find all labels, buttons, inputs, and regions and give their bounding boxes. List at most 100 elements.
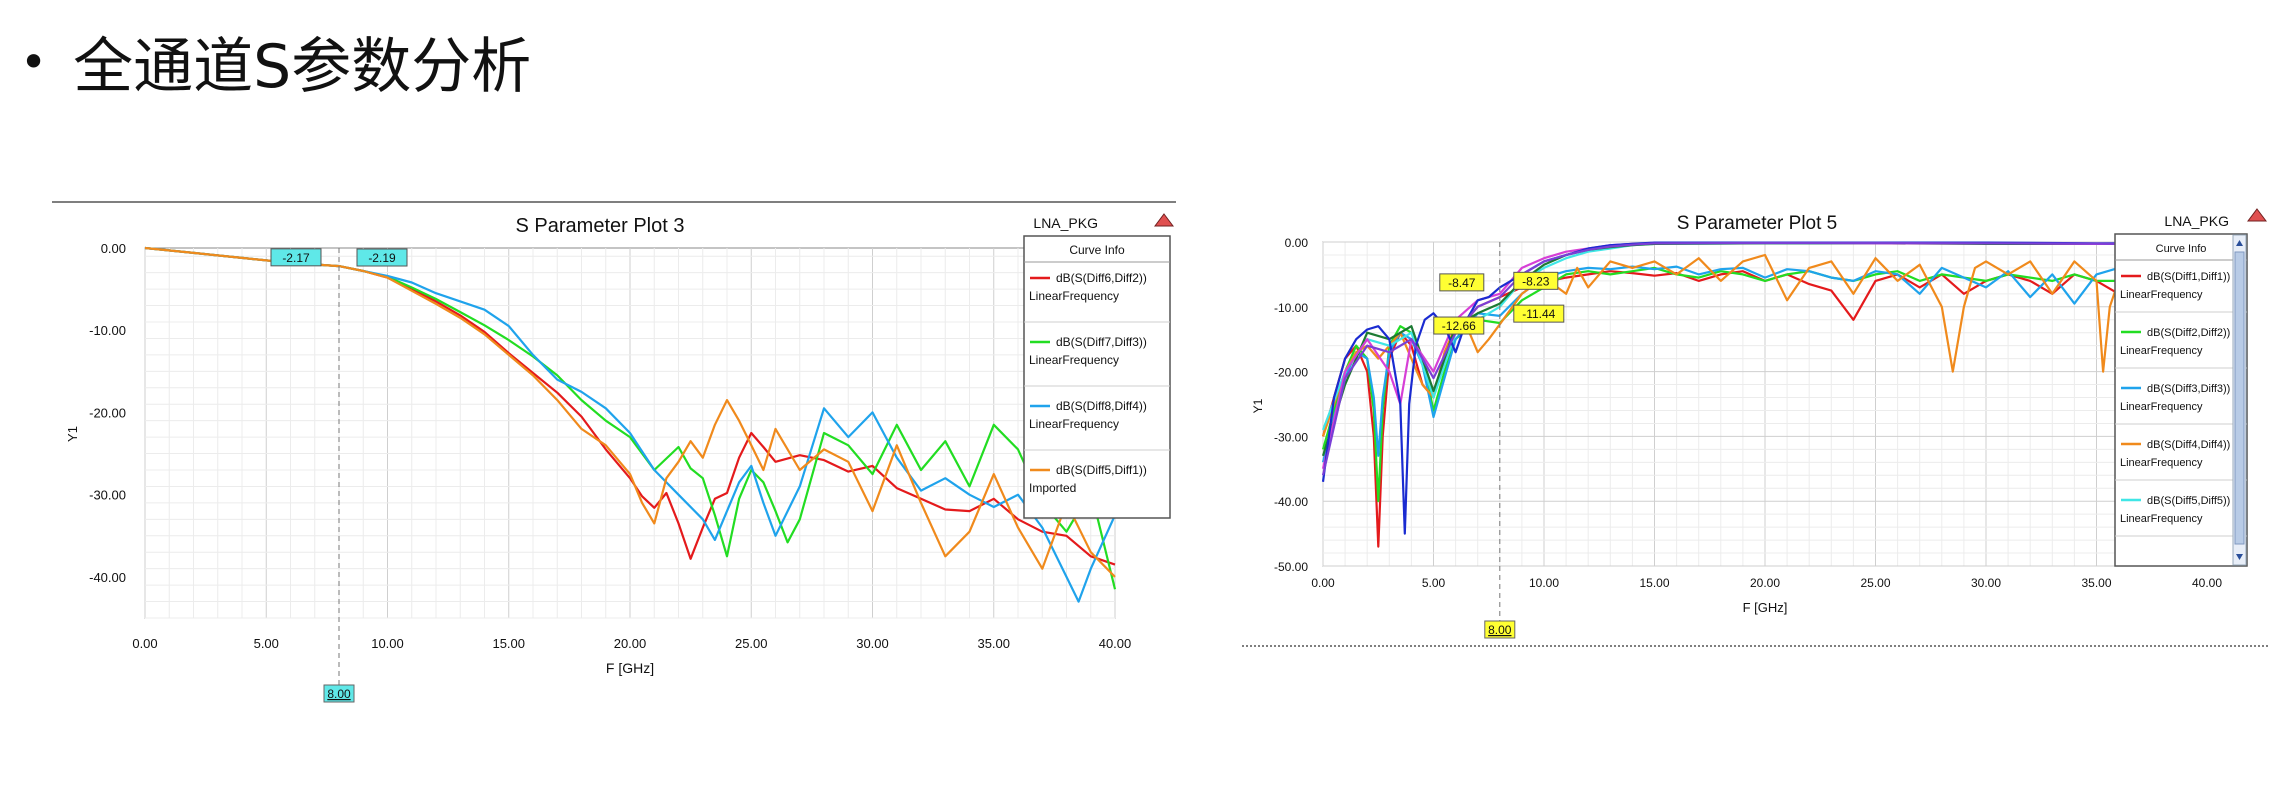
plot-3-legend[interactable]: Curve Info dB(S(Diff6,Diff2)) LinearFreque… [1023, 235, 1171, 519]
marker-value-box[interactable] [270, 248, 322, 267]
x-tick-label: 30.00 [856, 636, 889, 651]
legend-entry-name[interactable]: dB(S(Diff1,Diff1)) [2147, 271, 2230, 283]
scroll-up-icon[interactable] [2236, 240, 2243, 246]
x-tick-label: 25.00 [1860, 576, 1890, 590]
plot-5-project: LNA_PKG [2164, 213, 2229, 229]
y-tick-label: -20.00 [1274, 366, 1308, 380]
marker-value-label: -12.66 [1442, 319, 1476, 333]
plot-3-x-label: F [GHz] [606, 660, 654, 676]
plot-5-series-line-9[interactable] [1321, 241, 2119, 476]
y-tick-label: -20.00 [89, 405, 126, 420]
plot-3-area: S Parameter Plot 3 LNA_PKG 0.00 -10.00 -20… [52, 201, 1176, 703]
x-tick-label: 5.00 [254, 636, 279, 651]
y-tick-label: 0.00 [1285, 236, 1309, 250]
marker-value-box[interactable] [356, 248, 408, 267]
legend-entry-name[interactable]: dB(S(Diff5,Diff1)) [1056, 463, 1147, 477]
x-tick-label: 25.00 [735, 636, 768, 651]
x-tick-label: 35.00 [2081, 576, 2111, 590]
legend-entry-name[interactable]: dB(S(Diff2,Diff2)) [2147, 327, 2230, 339]
plot-3-marker: 8.00 -2.17 -2.19 [270, 248, 408, 703]
y-tick-label: 0.00 [101, 241, 126, 256]
slide-title-text: 全通道S参数分析 [73, 32, 532, 102]
marker-value-label: -2.19 [368, 251, 396, 265]
y-tick-label: -40.00 [1274, 495, 1308, 509]
marker-value-label: -2.17 [282, 251, 310, 265]
plot-5-series-line-3[interactable] [1321, 265, 2119, 463]
marker-x-label-box[interactable] [1484, 620, 1516, 639]
plot-3-series-line-2[interactable] [144, 246, 1117, 590]
bullet-icon: • [20, 34, 48, 89]
x-tick-label: 10.00 [1529, 576, 1559, 590]
plot-5-area: S Parameter Plot 5 LNA_PKG 0.00 -10.00 -20… [1242, 208, 2270, 647]
plot-3-series [144, 246, 1117, 603]
plot-3-y-ticks: 0.00 -10.00 -20.00 -30.00 -40.00 [89, 241, 126, 585]
x-tick-label: 40.00 [1099, 636, 1132, 651]
plot-3-series-line-3[interactable] [144, 246, 1117, 603]
slide-title: • 全通道S参数分析 [20, 18, 531, 105]
marker-value-box[interactable] [1439, 273, 1485, 292]
legend-entry-sub: LinearFrequency [2120, 401, 2203, 413]
marker-x-label: 8.00 [1488, 623, 1512, 637]
plot-5-y-ticks: 0.00 -10.00 -20.00 -30.00 -40.00 -50.00 [1274, 236, 1308, 574]
legend-scrollbar-thumb[interactable] [2234, 251, 2245, 545]
y-tick-label: -10.00 [1274, 301, 1308, 315]
plot-5-y-label: Y1 [1251, 398, 1265, 413]
marker-value-label: -8.23 [1522, 274, 1550, 288]
x-tick-label: 0.00 [1311, 576, 1335, 590]
marker-x-label-box[interactable] [323, 684, 355, 703]
legend-entry-name[interactable]: dB(S(Diff3,Diff3)) [2147, 383, 2230, 395]
x-tick-label: 30.00 [1971, 576, 2001, 590]
x-tick-label: 35.00 [977, 636, 1010, 651]
y-tick-label: -30.00 [89, 488, 126, 503]
legend-box[interactable] [2114, 233, 2248, 567]
plot-3-x-ticks: 0.00 5.00 10.00 15.00 20.00 25.00 30.00 35.00 40… [132, 636, 1131, 651]
y-tick-label: -30.00 [1274, 430, 1308, 444]
marker-value-box[interactable] [1513, 304, 1565, 323]
legend-entry-sub: LinearFrequency [2120, 457, 2203, 469]
legend-entry-sub: LinearFrequency [2120, 345, 2203, 357]
x-tick-label: 10.00 [371, 636, 404, 651]
legend-entry-name[interactable]: dB(S(Diff6,Diff2)) [1056, 271, 1147, 285]
legend-title: Curve Info [2156, 243, 2207, 255]
marker-value-box[interactable] [1513, 271, 1559, 290]
legend-title: Curve Info [1069, 243, 1125, 257]
legend-entry-sub: Imported [1029, 481, 1076, 495]
legend-entry-name[interactable]: dB(S(Diff5,Diff5)) [2147, 495, 2230, 507]
y-tick-label: -10.00 [89, 323, 126, 338]
legend-entry-sub: LinearFrequency [1029, 353, 1119, 367]
plot-3-series-line-1[interactable] [144, 246, 1116, 566]
plot-3-y-label: Y1 [65, 426, 80, 442]
y-tick-label: -50.00 [1274, 560, 1308, 574]
plot-5-series-line-1[interactable] [1321, 270, 2120, 548]
plot-3-series-line-4[interactable] [144, 246, 1116, 578]
plot-5-warning-icon[interactable] [2247, 208, 2267, 222]
plot-5-x-ticks: 0.00 5.00 10.00 15.00 20.00 25.00 30.00 35.00 40… [1311, 576, 2222, 590]
scroll-down-icon[interactable] [2236, 554, 2243, 560]
x-tick-label: 40.00 [2192, 576, 2222, 590]
marker-value-label: -8.47 [1448, 276, 1476, 290]
legend-entry-sub: LinearFrequency [2120, 289, 2203, 301]
legend-entry-sub: LinearFrequency [1029, 289, 1119, 303]
plot-5-legend[interactable]: Curve Info dB(S(Diff1,Diff1)) LinearFreque… [2114, 233, 2248, 567]
x-tick-label: 5.00 [1422, 576, 1446, 590]
x-tick-label: 20.00 [614, 636, 647, 651]
marker-x-label: 8.00 [327, 687, 351, 701]
x-tick-label: 15.00 [492, 636, 525, 651]
plot-3-project: LNA_PKG [1033, 215, 1098, 231]
legend-entry-sub: LinearFrequency [1029, 417, 1119, 431]
legend-entry-name[interactable]: dB(S(Diff7,Diff3)) [1056, 335, 1147, 349]
plot-3-title: S Parameter Plot 3 [516, 215, 685, 237]
plot-5-x-label: F [GHz] [1743, 600, 1788, 615]
plot-5-title: S Parameter Plot 5 [1677, 213, 1838, 234]
legend-entry-sub: LinearFrequency [2120, 513, 2203, 525]
marker-value-box[interactable] [1433, 316, 1485, 335]
legend-entry-name[interactable]: dB(S(Diff8,Diff4)) [1056, 399, 1147, 413]
y-tick-label: -40.00 [89, 570, 126, 585]
plot-5-marker: 8.00 -8.47 -8.23 -12.66 -11.44 [1433, 242, 1565, 639]
legend-entry-name[interactable]: dB(S(Diff4,Diff4)) [2147, 439, 2230, 451]
x-tick-label: 15.00 [1639, 576, 1669, 590]
marker-value-label: -11.44 [1522, 307, 1555, 321]
plot-3-warning-icon[interactable] [1154, 213, 1174, 227]
x-tick-label: 0.00 [132, 636, 157, 651]
